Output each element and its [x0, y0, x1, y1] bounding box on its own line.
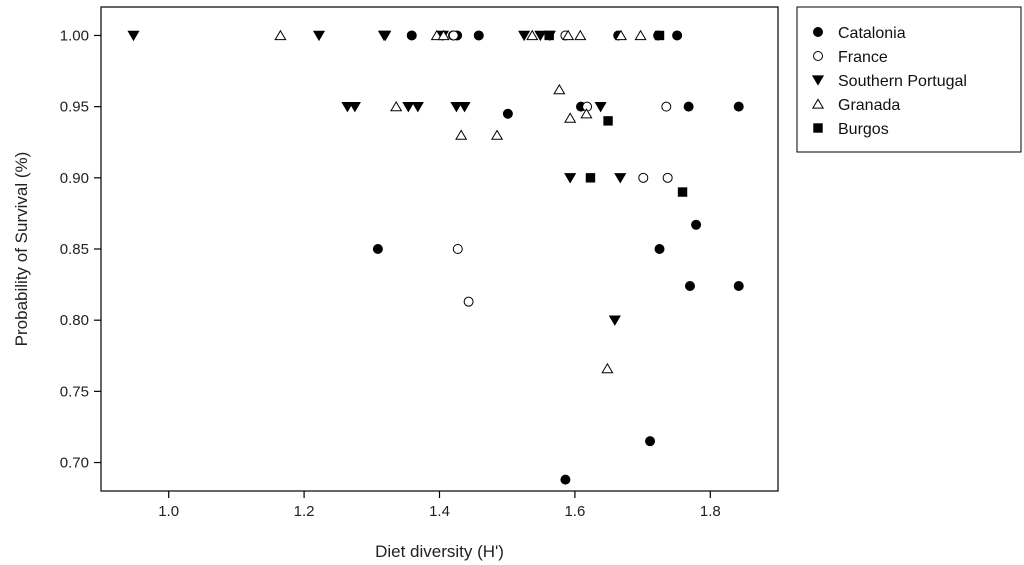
y-tick-label: 1.00 — [60, 27, 89, 44]
y-tick-label: 0.95 — [60, 99, 89, 116]
point-france — [448, 30, 459, 41]
legend-label-catalonia: Catalonia — [838, 25, 906, 42]
point-catalonia — [473, 30, 484, 41]
point-france — [661, 101, 672, 112]
point-france — [662, 172, 673, 183]
point-catalonia — [733, 101, 744, 112]
point-southern-portugal — [534, 30, 547, 42]
point-southern-portugal — [348, 101, 361, 113]
point-granada — [564, 112, 577, 123]
legend-box — [796, 6, 1022, 153]
point-granada — [580, 108, 593, 119]
point-france — [638, 172, 649, 183]
y-tick-label: 0.70 — [60, 455, 89, 472]
point-catalonia — [406, 30, 417, 41]
point-burgos — [585, 173, 596, 183]
x-axis: 1.0 1.2 1.4 1.6 1.8 — [158, 491, 721, 520]
point-burgos — [654, 30, 665, 41]
legend-marker-burgos — [813, 123, 823, 133]
point-catalonia — [502, 108, 513, 119]
point-southern-portugal — [564, 173, 577, 184]
point-catalonia — [560, 474, 571, 485]
legend-marker-southern-portugal — [811, 75, 825, 86]
point-granada — [526, 29, 539, 41]
point-granada — [490, 129, 504, 140]
point-granada — [274, 29, 287, 41]
point-southern-portugal — [608, 315, 621, 326]
y-axis: 0.70 0.75 0.80 0.85 0.90 0.95 1.00 — [60, 27, 101, 472]
point-granada — [390, 100, 403, 112]
point-catalonia — [654, 244, 665, 254]
point-southern-portugal — [127, 30, 140, 42]
point-southern-portugal — [379, 30, 392, 42]
legend-marker-granada — [811, 98, 825, 109]
point-burgos — [677, 187, 688, 197]
point-southern-portugal — [411, 101, 424, 113]
point-burgos — [603, 116, 613, 126]
point-burgos — [544, 30, 554, 41]
point-southern-portugal — [458, 101, 471, 113]
point-southern-portugal — [312, 30, 326, 42]
y-tick-label: 0.85 — [60, 241, 89, 258]
y-tick-label: 0.75 — [60, 383, 89, 400]
y-tick-label: 0.90 — [60, 170, 89, 187]
point-catalonia — [684, 281, 695, 292]
legend-label-granada: Granada — [838, 97, 900, 114]
point-granada — [455, 129, 468, 140]
point-catalonia — [645, 436, 656, 447]
point-granada — [437, 29, 450, 41]
legend-label-southern-portugal: Southern Portugal — [838, 73, 967, 90]
legend-marker-france — [813, 51, 823, 61]
point-southern-portugal — [614, 173, 627, 184]
y-axis-title: Probability of Survival (%) — [12, 152, 31, 347]
point-catalonia — [733, 281, 744, 292]
point-catalonia — [672, 30, 683, 41]
point-granada — [634, 29, 647, 41]
legend-marker-catalonia — [813, 27, 823, 37]
x-tick-label: 1.2 — [294, 503, 315, 520]
x-tick-label: 1.8 — [700, 503, 721, 520]
point-southern-portugal — [518, 30, 531, 42]
x-tick-label: 1.4 — [429, 503, 450, 520]
point-granada — [562, 29, 575, 41]
plot-frame — [100, 6, 779, 492]
point-catalonia — [691, 219, 702, 230]
legend-label-france: France — [838, 49, 888, 66]
legend-label-burgos: Burgos — [838, 121, 889, 138]
x-axis-title: Diet diversity (H') — [375, 542, 504, 561]
point-southern-portugal — [341, 101, 354, 113]
data-points — [127, 29, 744, 485]
y-tick-label: 0.80 — [60, 312, 89, 329]
point-granada — [574, 29, 587, 41]
point-southern-portugal — [402, 101, 415, 113]
point-granada — [553, 83, 566, 95]
point-france — [452, 244, 463, 254]
point-granada — [614, 29, 628, 41]
point-granada — [601, 362, 614, 374]
point-southern-portugal — [450, 101, 463, 113]
x-tick-label: 1.0 — [158, 503, 179, 520]
legend: Catalonia France Southern Portugal Granada B… — [811, 25, 967, 138]
point-france — [463, 296, 474, 307]
point-catalonia — [683, 101, 694, 112]
x-tick-label: 1.6 — [564, 503, 585, 520]
point-catalonia — [372, 244, 383, 254]
point-southern-portugal — [594, 101, 607, 113]
